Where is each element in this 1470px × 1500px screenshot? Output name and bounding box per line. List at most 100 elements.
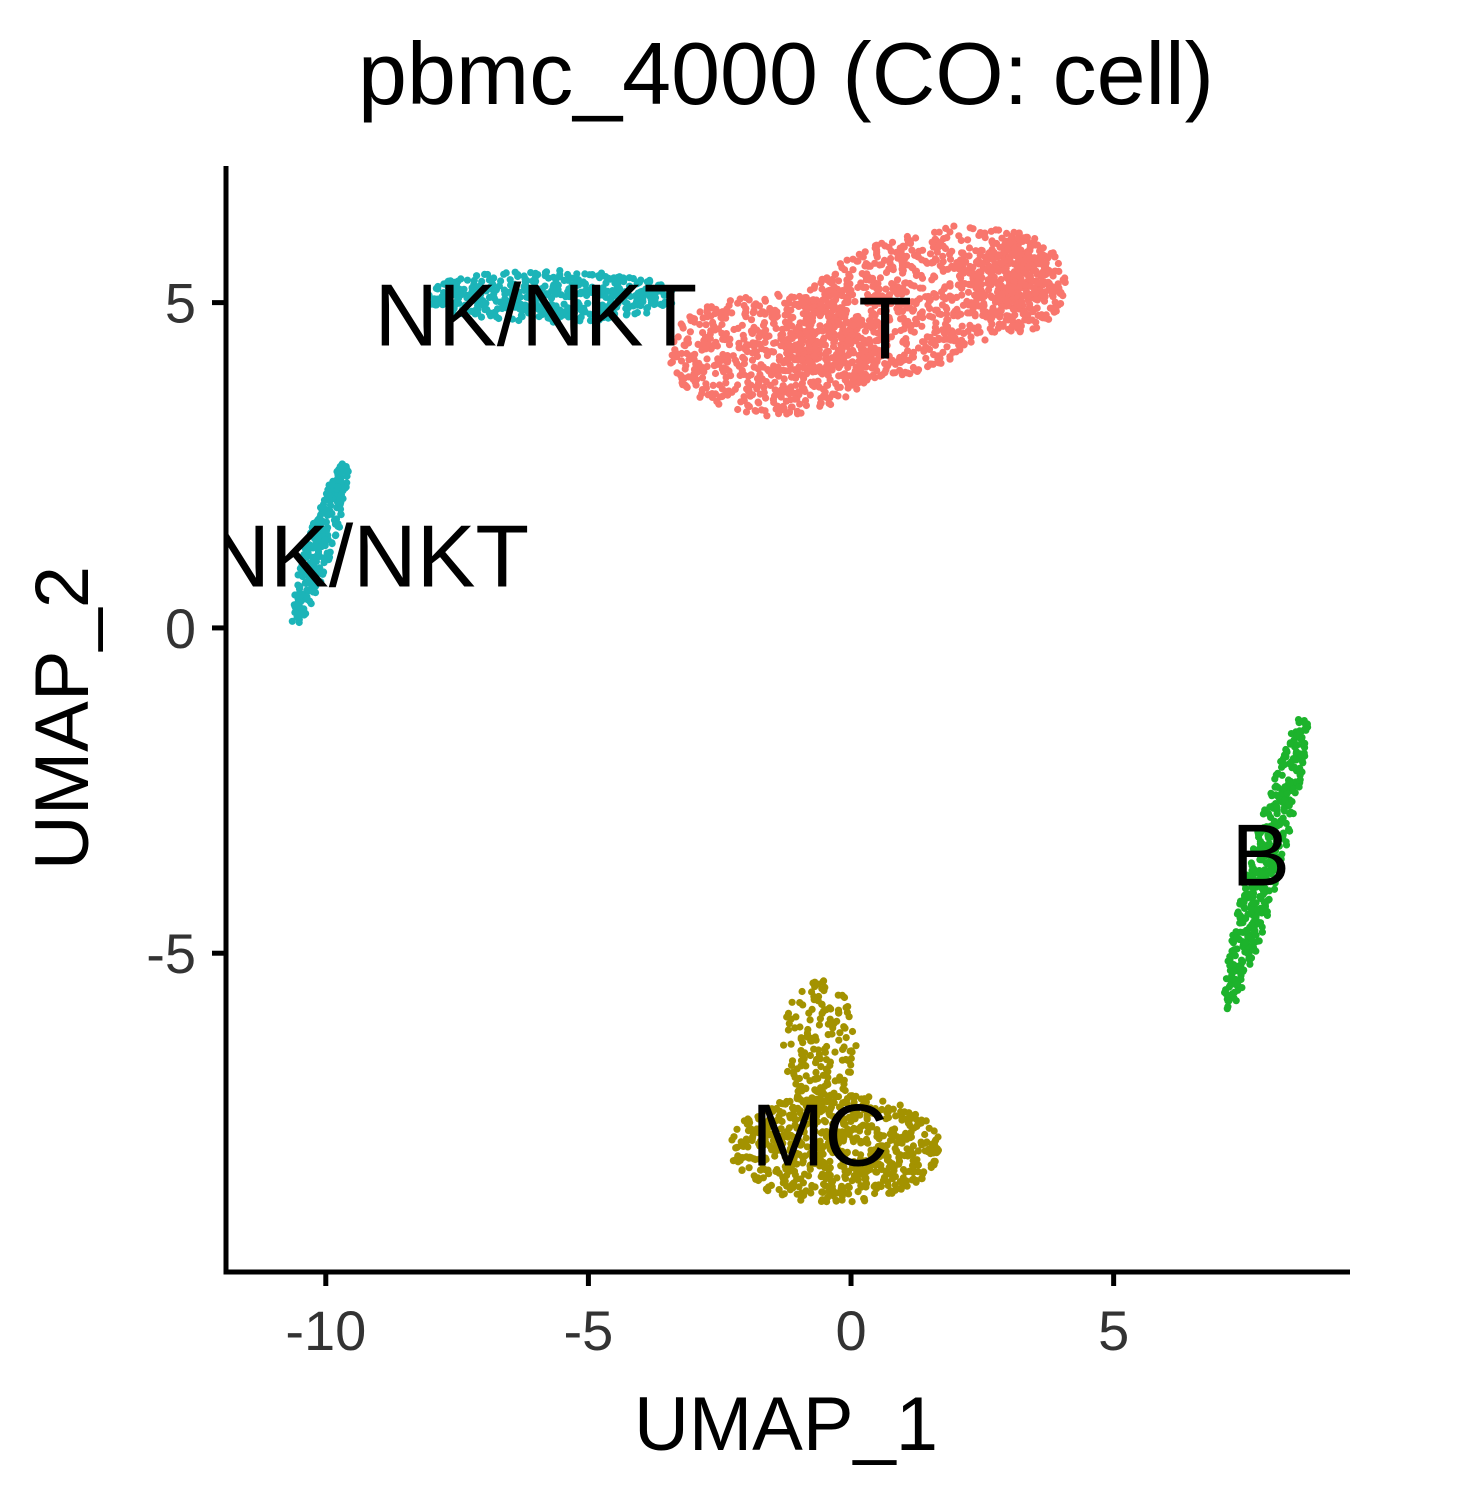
data-point xyxy=(761,295,769,303)
data-point xyxy=(772,1147,780,1155)
data-point xyxy=(909,307,917,315)
data-point xyxy=(820,1143,828,1151)
data-point xyxy=(930,1157,938,1165)
data-point xyxy=(926,250,935,258)
data-point xyxy=(1271,775,1279,783)
data-point xyxy=(979,306,987,314)
data-point xyxy=(524,309,533,317)
data-point xyxy=(802,370,811,378)
data-point xyxy=(931,1137,939,1145)
chart-title: pbmc_4000 (CO: cell) xyxy=(358,24,1214,123)
data-point xyxy=(485,293,494,301)
data-point xyxy=(1224,997,1232,1005)
cluster-label: B xyxy=(1231,806,1290,905)
data-point xyxy=(888,238,897,246)
data-point xyxy=(802,1120,811,1128)
data-point xyxy=(819,1071,827,1079)
data-point xyxy=(881,242,889,250)
data-point xyxy=(885,293,893,301)
data-point xyxy=(482,299,490,307)
data-point xyxy=(327,481,335,489)
data-point xyxy=(805,344,814,352)
data-point xyxy=(843,342,851,350)
data-point xyxy=(991,261,999,269)
data-point xyxy=(1278,771,1286,779)
data-point xyxy=(1289,784,1297,793)
data-point xyxy=(320,554,328,562)
data-point xyxy=(1010,228,1018,236)
data-point xyxy=(1230,968,1238,976)
data-point xyxy=(785,1020,793,1028)
data-point xyxy=(1283,789,1291,798)
data-point xyxy=(317,526,326,534)
data-point xyxy=(809,327,817,336)
data-point xyxy=(788,998,796,1006)
data-point xyxy=(836,1029,844,1037)
data-point xyxy=(776,1140,785,1148)
data-point xyxy=(843,256,851,264)
data-point xyxy=(1236,928,1244,936)
data-point xyxy=(1033,324,1041,332)
data-point xyxy=(964,288,973,296)
data-point xyxy=(764,1106,772,1114)
data-point xyxy=(857,1139,865,1147)
data-point xyxy=(885,352,893,360)
data-point xyxy=(758,308,766,316)
data-point xyxy=(692,367,700,375)
data-point xyxy=(934,355,942,363)
data-point xyxy=(714,355,722,363)
data-point xyxy=(918,322,926,330)
data-point xyxy=(824,371,832,380)
data-point xyxy=(875,285,883,293)
data-point xyxy=(808,1037,816,1045)
data-point xyxy=(798,298,806,306)
data-point xyxy=(985,286,993,294)
data-point xyxy=(761,1135,769,1143)
data-point xyxy=(1028,316,1036,324)
data-point xyxy=(846,1127,854,1135)
data-point xyxy=(967,333,975,341)
cluster-labels: NK/NKT T NK/NKT B MC xyxy=(226,266,1290,1185)
data-point xyxy=(920,338,929,346)
data-point xyxy=(988,314,996,322)
data-point xyxy=(914,366,923,374)
data-point xyxy=(811,1121,819,1129)
data-point xyxy=(931,235,939,243)
data-point xyxy=(1024,262,1032,271)
data-point xyxy=(950,222,958,230)
data-point xyxy=(785,408,794,416)
data-point xyxy=(686,313,694,321)
data-point xyxy=(1026,254,1034,262)
data-point xyxy=(1004,298,1012,306)
data-point xyxy=(744,1127,753,1135)
data-point xyxy=(837,334,846,342)
data-point xyxy=(573,270,581,278)
data-point xyxy=(1263,823,1271,831)
data-point xyxy=(827,400,835,409)
data-point xyxy=(935,241,943,249)
y-axis-title: UMAP_2 xyxy=(20,566,105,870)
data-point xyxy=(861,327,870,335)
data-point xyxy=(928,276,936,284)
data-point xyxy=(736,371,744,380)
data-point xyxy=(318,517,326,525)
data-point xyxy=(1008,250,1016,258)
data-point xyxy=(779,1133,787,1142)
data-point xyxy=(543,290,551,298)
data-point xyxy=(564,313,573,321)
data-point xyxy=(736,1156,744,1165)
data-point xyxy=(802,1072,810,1080)
data-point xyxy=(549,273,558,281)
data-point xyxy=(833,1017,841,1025)
data-point xyxy=(1274,831,1282,839)
data-point xyxy=(703,355,711,363)
data-point xyxy=(744,401,752,409)
data-point xyxy=(908,298,916,306)
data-point xyxy=(898,257,906,265)
data-point xyxy=(1010,312,1018,320)
data-point xyxy=(1231,952,1239,960)
data-point xyxy=(897,315,905,323)
x-tick-label: -10 xyxy=(285,1299,366,1362)
data-point xyxy=(1280,807,1289,815)
data-point xyxy=(785,320,793,328)
